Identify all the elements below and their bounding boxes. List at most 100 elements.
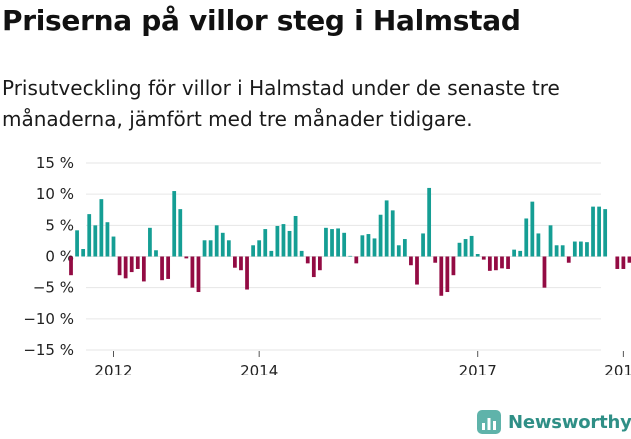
bar xyxy=(518,250,523,257)
bar xyxy=(129,256,134,273)
bar xyxy=(160,256,164,281)
bar xyxy=(111,236,116,257)
bar xyxy=(615,256,620,269)
bar xyxy=(348,255,353,257)
bar xyxy=(233,256,237,268)
bar xyxy=(93,225,98,257)
x-tick-label: 2012 xyxy=(94,362,132,375)
bar xyxy=(317,256,322,271)
bar xyxy=(154,250,158,257)
bar xyxy=(439,256,444,296)
bar xyxy=(457,242,462,257)
bar xyxy=(214,225,219,257)
y-tick-label: 10 % xyxy=(36,185,74,203)
x-tick-label: 2017 xyxy=(459,362,497,375)
brand-name: Newsworthy xyxy=(508,411,631,433)
price-change-chart: 15 % 10 % 5 % 0 % −5 % −10 % −15 % 2012 2014 201… xyxy=(23,154,631,375)
bar xyxy=(178,209,183,257)
bar xyxy=(117,256,122,276)
bar xyxy=(342,232,347,257)
bar xyxy=(372,238,377,257)
bar xyxy=(141,256,146,282)
y-tick-label: −5 % xyxy=(33,279,74,297)
x-tick-labels: 201220142017201920222024 xyxy=(94,351,631,375)
bar xyxy=(451,256,456,276)
bar xyxy=(281,224,286,257)
bar xyxy=(378,214,383,257)
bar xyxy=(579,241,583,257)
y-tick-label: 5 % xyxy=(45,216,74,234)
bar xyxy=(208,240,213,257)
y-tick-label: −10 % xyxy=(23,310,74,328)
bar xyxy=(384,200,389,257)
x-tick-label: 2019 xyxy=(604,362,631,375)
bar xyxy=(536,233,541,257)
bar xyxy=(354,256,359,264)
bar xyxy=(239,256,243,271)
bar xyxy=(506,256,510,269)
bar xyxy=(512,249,517,257)
bar xyxy=(123,256,128,279)
bar xyxy=(481,256,486,260)
bar xyxy=(311,256,316,278)
bar xyxy=(226,240,231,257)
bar xyxy=(585,242,589,257)
bar xyxy=(415,256,419,285)
bar xyxy=(566,256,571,263)
bar xyxy=(287,230,292,257)
bar xyxy=(530,201,535,257)
y-tick-labels: 15 % 10 % 5 % 0 % −5 % −10 % −15 % xyxy=(23,154,74,359)
bar xyxy=(190,256,195,288)
bar xyxy=(421,233,425,257)
bar xyxy=(148,227,152,257)
bar xyxy=(409,256,413,266)
bar xyxy=(463,239,468,257)
bar xyxy=(87,214,92,257)
bar xyxy=(524,218,529,257)
bar xyxy=(220,232,225,257)
bar-chart-icon xyxy=(477,410,501,434)
y-tick-label: 15 % xyxy=(36,154,74,172)
bar xyxy=(475,254,480,257)
x-tick-label: 2014 xyxy=(240,362,278,375)
bars xyxy=(69,187,631,296)
bar xyxy=(402,239,407,257)
bar xyxy=(445,256,450,293)
bar xyxy=(257,240,262,257)
bar xyxy=(172,191,177,257)
bar xyxy=(202,240,207,257)
bar xyxy=(597,206,601,257)
y-tick-label: −15 % xyxy=(23,341,74,359)
newsworthy-logo[interactable]: Newsworthy xyxy=(476,408,631,436)
bar xyxy=(251,245,255,257)
bar xyxy=(427,187,432,257)
bar xyxy=(396,245,401,257)
bar xyxy=(196,256,201,293)
bar xyxy=(69,256,73,276)
bar xyxy=(542,256,547,288)
bar xyxy=(500,256,504,269)
bar xyxy=(81,249,86,257)
bar xyxy=(263,229,268,257)
bar xyxy=(245,256,249,290)
bar xyxy=(299,250,304,257)
bar xyxy=(184,256,189,259)
bar xyxy=(433,256,438,263)
bar xyxy=(99,199,104,257)
bar xyxy=(487,256,492,271)
bar xyxy=(75,230,79,257)
grid-lines xyxy=(86,162,601,351)
bar xyxy=(572,241,577,257)
bar xyxy=(548,225,553,257)
bar xyxy=(560,245,565,257)
bar xyxy=(330,229,334,257)
bar xyxy=(105,222,110,257)
bar xyxy=(627,256,631,263)
bar xyxy=(336,228,340,257)
bar xyxy=(305,256,310,264)
bar xyxy=(469,235,474,257)
bar xyxy=(360,235,365,257)
y-tick-label: 0 % xyxy=(45,248,74,266)
bar xyxy=(554,245,559,257)
bar xyxy=(366,234,371,257)
